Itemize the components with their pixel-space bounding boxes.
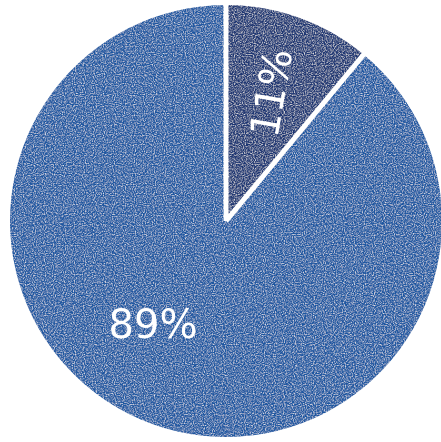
pie-slice-1	[226, 5, 364, 221]
slice-separator-2	[224, 51, 367, 223]
pie-slice-label-2: 89%	[109, 302, 198, 348]
